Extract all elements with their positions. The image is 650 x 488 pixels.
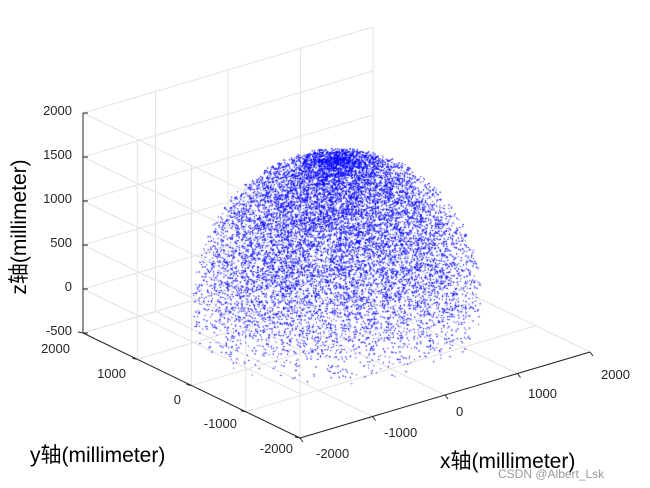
z-tick-label: 500 bbox=[50, 235, 72, 250]
y-tick-label: 1000 bbox=[97, 366, 126, 381]
x-axis-label: x轴(millimeter) bbox=[440, 450, 575, 473]
x-tick-label: -2000 bbox=[316, 446, 349, 461]
y-axis-label: y轴(millimeter) bbox=[30, 444, 165, 467]
y-tick-label: -1000 bbox=[204, 416, 237, 431]
y-tick-label: -2000 bbox=[260, 441, 293, 456]
x-tick-label: 2000 bbox=[601, 367, 630, 382]
tick-labels: 2000 1500 1000 500 0 -500 2000 1000 0 -1… bbox=[41, 103, 630, 461]
watermark: CSDN @Albert_Lsk bbox=[498, 467, 605, 481]
y-tick-label: 0 bbox=[174, 392, 181, 407]
x-tick-label: 1000 bbox=[528, 386, 557, 401]
z-tick-label: 0 bbox=[65, 279, 72, 294]
x-tick-label: -1000 bbox=[384, 425, 417, 440]
z-axis-label: z轴(millimeter) bbox=[8, 159, 31, 294]
z-tick-label: 2000 bbox=[43, 103, 72, 118]
x-tick-label: 0 bbox=[456, 404, 463, 419]
z-tick-label: 1500 bbox=[43, 147, 72, 162]
z-tick-label: -500 bbox=[46, 323, 72, 338]
y-tick-label: 2000 bbox=[41, 341, 70, 356]
z-tick-label: 1000 bbox=[43, 191, 72, 206]
